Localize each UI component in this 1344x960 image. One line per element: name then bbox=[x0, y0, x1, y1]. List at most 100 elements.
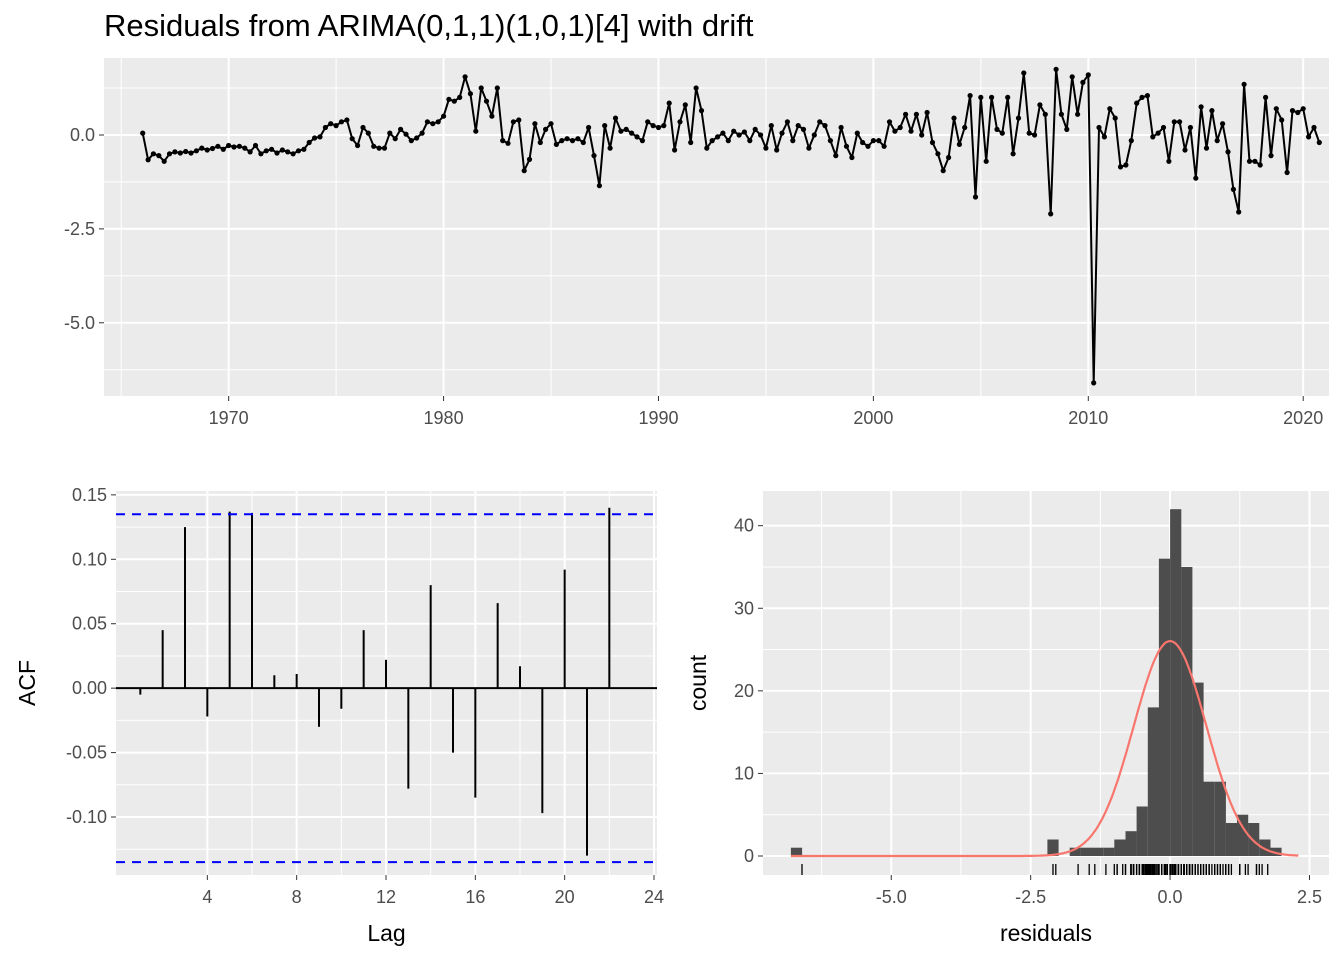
residual-point bbox=[306, 139, 312, 146]
y-tick-label: 0.00 bbox=[72, 678, 107, 698]
histogram-bar bbox=[1080, 847, 1093, 856]
residual-point bbox=[569, 138, 576, 144]
y-tick-label: 0.05 bbox=[72, 614, 107, 634]
residual-point bbox=[392, 136, 398, 142]
residual-histogram-plot: -5.0 -2.5 0.0 2.5 0 10 20 30 40 residuals count bbox=[685, 491, 1329, 946]
residual-point bbox=[183, 148, 189, 155]
histogram-bar bbox=[790, 847, 803, 856]
residual-point bbox=[441, 113, 447, 119]
residual-point bbox=[1268, 153, 1274, 159]
residual-point bbox=[639, 138, 646, 144]
residual-point bbox=[553, 141, 560, 147]
panel-background bbox=[104, 58, 1329, 396]
residual-point bbox=[478, 85, 484, 91]
x-tick-label: 16 bbox=[465, 887, 485, 907]
residual-point bbox=[424, 119, 430, 125]
y-tick-label: -2.5 bbox=[64, 219, 95, 239]
residual-point bbox=[543, 126, 549, 132]
residual-point bbox=[800, 126, 807, 132]
residual-point bbox=[317, 134, 323, 140]
residual-point bbox=[505, 140, 511, 146]
residual-point bbox=[795, 123, 801, 129]
residual-point bbox=[790, 138, 796, 144]
residual-point bbox=[446, 96, 452, 102]
residual-point bbox=[1048, 211, 1054, 217]
residual-point bbox=[736, 132, 742, 138]
residual-point bbox=[564, 136, 570, 142]
residual-point bbox=[806, 145, 812, 151]
residual-point bbox=[924, 109, 930, 116]
residual-point bbox=[1241, 81, 1247, 87]
residual-point bbox=[1193, 175, 1199, 181]
residual-point bbox=[999, 130, 1005, 136]
residual-point bbox=[333, 123, 339, 129]
residual-point bbox=[1214, 138, 1220, 144]
residual-point bbox=[725, 138, 731, 144]
residual-point bbox=[236, 143, 242, 149]
residual-point bbox=[1187, 124, 1193, 131]
residual-point bbox=[1091, 380, 1097, 386]
residual-point bbox=[1177, 119, 1183, 125]
residual-point bbox=[892, 128, 898, 134]
y-axis-title: ACF bbox=[14, 660, 40, 706]
residual-point bbox=[242, 145, 248, 151]
residual-point bbox=[387, 130, 393, 136]
residual-point bbox=[526, 156, 533, 162]
residual-point bbox=[908, 128, 914, 134]
histogram-bar bbox=[1069, 847, 1081, 856]
residual-point bbox=[983, 158, 989, 164]
residual-point bbox=[500, 138, 506, 144]
residual-point bbox=[285, 149, 291, 155]
residual-point bbox=[451, 98, 457, 104]
residual-point bbox=[1139, 94, 1145, 100]
y-tick-label: 0.15 bbox=[72, 485, 107, 505]
residual-point bbox=[768, 123, 774, 129]
residual-point bbox=[591, 153, 597, 159]
residual-point bbox=[376, 145, 382, 151]
histogram-bar bbox=[1170, 509, 1182, 856]
residual-point bbox=[629, 130, 635, 136]
x-tick-label: 2010 bbox=[1068, 408, 1108, 428]
residual-point bbox=[177, 150, 183, 156]
histogram-bar bbox=[1125, 831, 1137, 856]
residual-point bbox=[537, 139, 543, 146]
residual-point bbox=[645, 119, 651, 125]
histogram-bar bbox=[1181, 567, 1193, 856]
acf-plot: 4 8 12 16 20 24 0.15 0.10 0.05 0.00 -0.05 -0.10 Lag A… bbox=[14, 485, 664, 946]
y-tick-label: -5.0 bbox=[64, 313, 95, 333]
histogram-bar bbox=[1103, 847, 1115, 856]
y-tick-label: -0.05 bbox=[66, 743, 107, 763]
residual-point bbox=[929, 139, 936, 146]
residual-point bbox=[172, 149, 178, 155]
residual-point bbox=[1203, 145, 1210, 151]
residual-point bbox=[886, 119, 893, 125]
residual-point bbox=[328, 121, 334, 127]
residual-point bbox=[516, 117, 522, 123]
residual-point bbox=[972, 194, 979, 200]
residual-point bbox=[1155, 130, 1161, 136]
residual-point bbox=[1064, 126, 1070, 132]
residual-point bbox=[1096, 124, 1102, 131]
residual-point bbox=[1123, 162, 1129, 168]
residual-time-series-plot: 1970 1980 1990 2000 2010 2020 0.0 -2.5 -5.0 bbox=[64, 58, 1329, 428]
residual-point bbox=[693, 85, 699, 91]
residual-point bbox=[338, 119, 345, 125]
residual-point bbox=[365, 130, 371, 136]
residual-point bbox=[1316, 139, 1322, 146]
residual-point bbox=[650, 123, 656, 129]
residual-point bbox=[720, 130, 726, 136]
residual-point bbox=[951, 115, 957, 121]
histogram-bar bbox=[1092, 847, 1104, 856]
residual-point bbox=[1289, 108, 1296, 114]
residual-point bbox=[494, 85, 500, 91]
residual-point bbox=[279, 147, 285, 153]
residual-point bbox=[634, 134, 640, 140]
residual-point bbox=[1150, 134, 1156, 140]
residual-point bbox=[967, 93, 973, 99]
residual-point bbox=[913, 111, 920, 117]
residual-point bbox=[897, 124, 903, 131]
residual-point bbox=[752, 126, 758, 132]
histogram-bar bbox=[1192, 682, 1204, 856]
x-tick-label: -2.5 bbox=[1015, 887, 1046, 907]
